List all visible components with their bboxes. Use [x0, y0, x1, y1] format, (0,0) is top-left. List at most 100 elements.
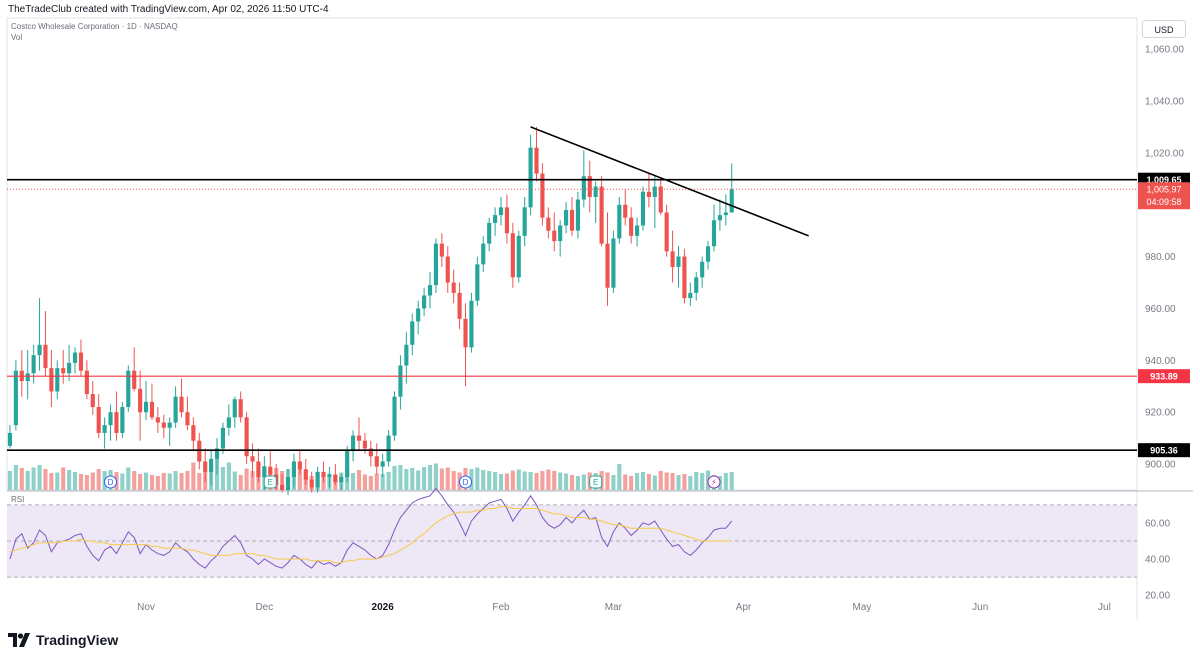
candle-body [149, 401, 155, 418]
volume-bar [694, 472, 699, 490]
candle-body [611, 238, 616, 288]
volume-bar [433, 463, 438, 490]
candle-body [682, 256, 687, 299]
rsi-band-layer [7, 504, 1137, 578]
candle-body [717, 215, 722, 221]
volume-bar [504, 473, 509, 490]
candle-body [297, 461, 302, 470]
candle-body [688, 292, 693, 299]
event-marker-layer[interactable]: D E D E ⚡ [104, 475, 721, 489]
volume-bar [664, 472, 669, 490]
volume-bar [368, 476, 373, 490]
level-price-label: 933.89 [1150, 372, 1178, 382]
candle-body [173, 396, 178, 423]
candle-body [552, 230, 557, 242]
candle-body [84, 370, 89, 395]
candle-body [427, 285, 433, 296]
candle-body [528, 147, 533, 208]
candle-body [138, 388, 143, 413]
trendline-layer[interactable] [530, 126, 809, 237]
volume-bar [138, 474, 143, 490]
candle-body [250, 456, 255, 462]
candle-body [581, 176, 586, 200]
candle-body [309, 479, 314, 488]
candle-body [285, 477, 291, 490]
candle-body [351, 435, 356, 452]
volume-bar [173, 471, 178, 490]
volume-bar [386, 472, 391, 490]
volume-bar [487, 471, 492, 490]
volume-bar [120, 473, 125, 490]
volume-bar [49, 473, 54, 490]
candle-body [321, 471, 326, 478]
candle-body [96, 407, 101, 433]
volume-bar [167, 473, 172, 490]
candle-body [90, 394, 95, 408]
time-tick-label: Apr [736, 602, 752, 613]
candle-body [61, 368, 66, 374]
candle-body [398, 365, 403, 397]
tradingview-logo-icon [8, 633, 30, 647]
candle-body [356, 435, 362, 441]
candle-body [232, 399, 237, 418]
volume-bar [72, 472, 78, 490]
candle-body [7, 432, 13, 446]
candle-body [368, 448, 373, 457]
horizontal-lines-layer [7, 178, 1137, 451]
candle-body [191, 425, 196, 441]
volume-bar [250, 471, 255, 490]
price-tick-label: 1,060.00 [1145, 45, 1184, 56]
rsi-tick-label: 40.00 [1145, 555, 1170, 566]
dividend-marker [459, 475, 473, 489]
candle-body [31, 355, 36, 374]
candle-body [315, 471, 320, 488]
candle-body [522, 207, 527, 236]
earnings-marker [589, 475, 603, 489]
volume-bar [126, 467, 131, 490]
volume-bar [404, 469, 409, 490]
volume-bar [516, 469, 521, 490]
price-axis[interactable]: 900.00920.00940.00960.00980.001,000.001,… [1145, 45, 1184, 602]
price-tick-label: 1,040.00 [1145, 96, 1184, 107]
candle-body [498, 207, 504, 216]
candle-body [49, 368, 54, 392]
volume-bar [623, 474, 628, 490]
rsi-ma-line [9, 506, 732, 564]
level-price-tag [1138, 443, 1190, 458]
candle-body [197, 440, 202, 462]
volume-bar [682, 474, 687, 490]
volume-bar [581, 474, 586, 490]
volume-bar [179, 473, 184, 490]
candle-body [262, 466, 267, 478]
candle-body [516, 235, 521, 278]
volume-bar [540, 471, 545, 490]
rsi-layer [9, 487, 733, 569]
candle-body [143, 401, 149, 413]
volume-bar [546, 469, 551, 490]
candle-body [203, 461, 208, 472]
candle-body [457, 292, 462, 319]
candle-body [238, 399, 243, 418]
candle-body [179, 396, 184, 413]
candle-body [510, 233, 515, 278]
candle-body [416, 308, 421, 322]
candle-body [404, 344, 409, 366]
candle-body [226, 417, 231, 428]
volume-bar [78, 474, 84, 490]
volume-bar [61, 467, 66, 490]
candle-body [540, 173, 545, 218]
candle-body [244, 417, 249, 457]
volume-bar [445, 467, 450, 490]
volume-bar [226, 462, 231, 490]
countdown-label: 04:09:58 [1146, 197, 1181, 207]
volume-bar [90, 472, 95, 490]
currency-button[interactable]: USD [1142, 20, 1186, 38]
candle-body [558, 225, 563, 242]
volume-bar [481, 470, 486, 490]
volume-bar [569, 475, 575, 490]
volume-bar [658, 471, 663, 490]
tradingview-brand[interactable]: TradingView [8, 631, 118, 649]
time-axis[interactable]: Nov Dec 2026 Feb Mar Apr May Jun Jul [137, 602, 1111, 613]
volume-bar [356, 470, 362, 490]
